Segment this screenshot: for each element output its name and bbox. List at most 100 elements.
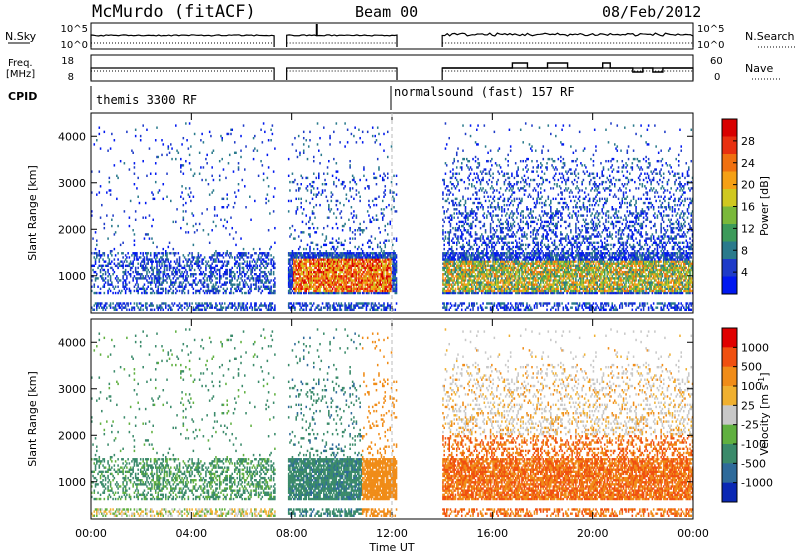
power-cell (270, 245, 272, 249)
power-cell (238, 283, 241, 286)
power-cell (215, 289, 217, 293)
power-cell (329, 258, 331, 261)
power-cell (177, 277, 180, 280)
power-cell (233, 283, 236, 286)
power-cell (378, 287, 380, 291)
power-cell (101, 275, 103, 278)
power-cell (339, 256, 341, 259)
power-cell (244, 185, 246, 188)
power-cell (221, 197, 223, 201)
power-cell (134, 218, 137, 221)
power-cell (129, 289, 132, 293)
power-cell (476, 128, 478, 131)
power-cell (443, 180, 445, 184)
power-cell (300, 183, 302, 186)
power-cell (210, 273, 212, 276)
power-cell (318, 174, 320, 178)
power-cell (305, 199, 308, 203)
power-cell (128, 264, 131, 268)
power-cell (345, 273, 348, 276)
power-cell (151, 277, 153, 280)
power-cell (290, 266, 292, 270)
power-cell (126, 275, 128, 278)
power-cell (136, 277, 138, 280)
power-cell (346, 270, 349, 274)
power-cell (306, 285, 309, 288)
power-cell (91, 210, 93, 213)
power-cell (491, 287, 493, 291)
power-cell (124, 264, 127, 268)
power-cell (324, 266, 326, 270)
power-cell (463, 222, 466, 226)
power-cell (351, 254, 354, 257)
power-cell (373, 281, 375, 284)
power-cell (355, 189, 358, 192)
power-cell (442, 266, 444, 270)
power-cell (341, 279, 344, 282)
power-cell (295, 189, 297, 192)
power-cell (450, 268, 453, 272)
power-cell (355, 304, 358, 307)
power-cell (99, 268, 102, 272)
power-cell (369, 239, 371, 242)
power-cell (341, 180, 344, 184)
power-cell (315, 260, 318, 263)
power-cell (119, 159, 122, 163)
power-cell (230, 270, 232, 274)
power-cell (363, 302, 365, 305)
power-cell (183, 306, 186, 309)
power-cell (287, 289, 290, 293)
power-cell (292, 270, 295, 274)
power-cell (162, 197, 165, 201)
power-cell (449, 291, 452, 295)
power-cell (261, 258, 264, 261)
power-cell (326, 172, 329, 175)
power-cell (146, 256, 148, 259)
power-cell (385, 283, 388, 286)
power-cell (445, 254, 448, 257)
beam-title: Beam 00 (355, 3, 418, 21)
power-cell (333, 306, 335, 309)
power-cell (346, 291, 349, 295)
power-cell (217, 289, 220, 293)
power-cell (133, 302, 136, 305)
power-cell (318, 273, 320, 276)
power-cell (264, 277, 266, 280)
power-cell (205, 260, 207, 263)
power-cell (218, 178, 221, 182)
power-cell (188, 258, 191, 261)
power-cell (208, 291, 211, 295)
power-cell (133, 172, 136, 175)
power-cell (170, 260, 172, 263)
power-cell (326, 166, 329, 169)
power-cell (449, 270, 452, 274)
power-cell (484, 229, 487, 232)
power-cell (138, 287, 141, 291)
power-cell (447, 275, 449, 278)
power-cell (345, 279, 348, 282)
power-cell (146, 233, 148, 236)
power-cell (227, 132, 230, 136)
power-cell (443, 268, 445, 272)
power-cell (328, 216, 330, 219)
power-cell (321, 279, 324, 282)
power-cell (351, 308, 354, 311)
power-cell (319, 277, 321, 280)
power-cell (201, 304, 203, 307)
power-cell (147, 233, 149, 236)
power-cell (267, 258, 270, 261)
power-cell (250, 254, 252, 257)
power-cell (450, 291, 453, 295)
power-cell (369, 289, 371, 293)
power-cell (192, 291, 195, 295)
power-cell (328, 306, 330, 309)
power-cell (383, 172, 385, 175)
power-cell (244, 168, 246, 171)
power-cell (171, 273, 173, 276)
power-cell (374, 275, 376, 278)
power-cell (383, 178, 385, 182)
power-cell (310, 283, 313, 286)
power-cell (252, 264, 255, 268)
power-cell (146, 273, 148, 276)
power-cell (384, 256, 387, 259)
